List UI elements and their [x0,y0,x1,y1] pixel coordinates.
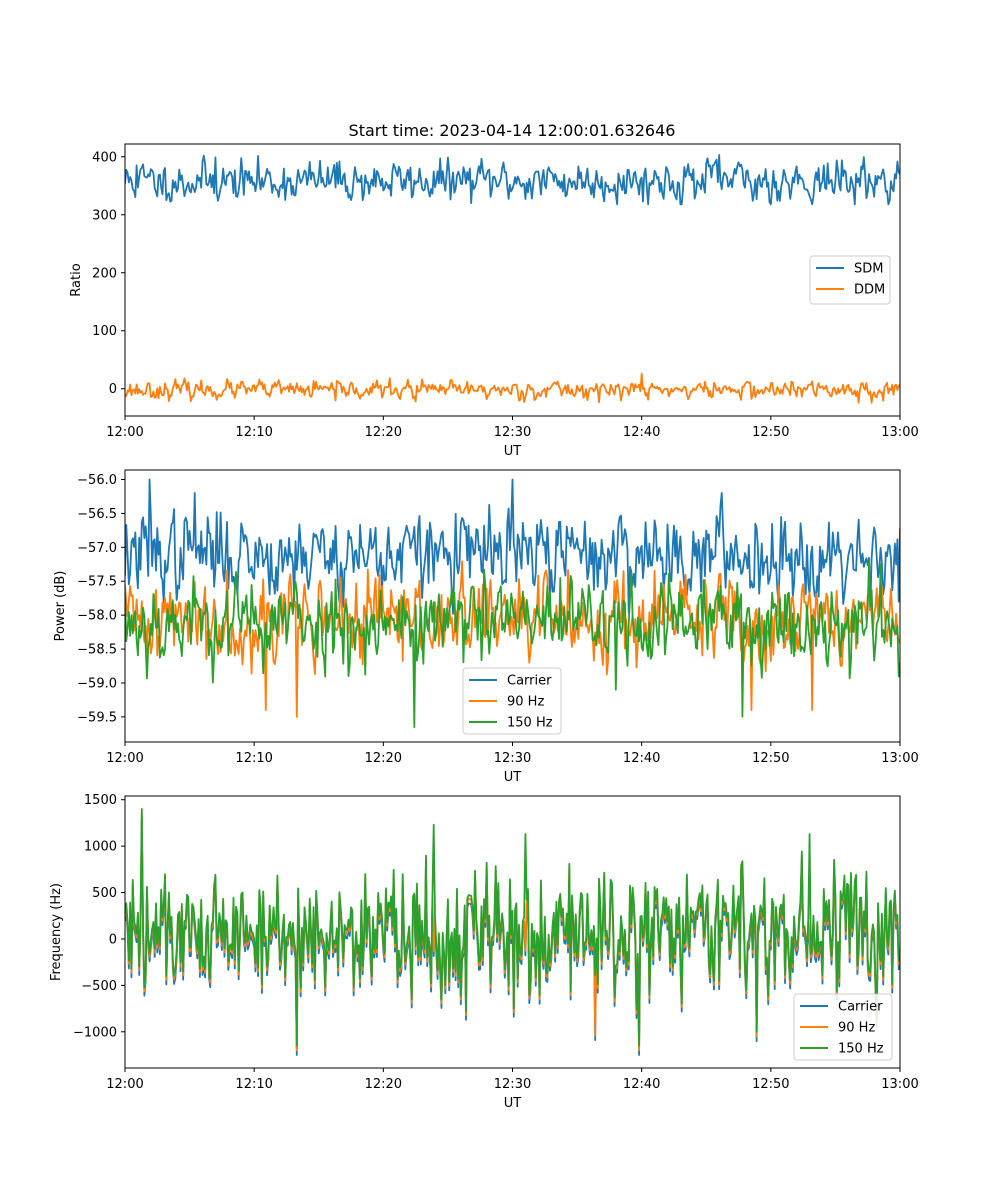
y-tick-label: 200 [92,266,117,281]
legend-entry: 90 Hz [507,695,544,710]
x-tick-label: 12:20 [365,425,402,440]
y-tick-label: −58.5 [77,643,117,658]
x-tick-label: 13:00 [881,425,918,440]
y-tick-label: −57.5 [77,575,117,590]
x-tick-label: 12:20 [365,751,402,766]
legend: Carrier 90 Hz 150 Hz [793,993,893,1061]
x-axis-label: UT [504,1096,522,1111]
legend-entry: Carrier [507,674,552,689]
x-tick-label: 13:00 [881,1077,918,1092]
y-tick-label: 0 [109,932,117,947]
series-line-sdm [125,154,900,206]
legend: Carrier 90 Hz 150 Hz [462,667,562,735]
y-axis-label: Frequency (Hz) [49,883,64,981]
y-axis-label: Ratio [69,263,84,296]
x-tick-label: 12:10 [235,1077,272,1092]
chart-panels: 12:00 12:10 12:20 12:30 12:40 12:50 13:00 0 100 2… [49,143,919,1111]
y-tick-label: 0 [109,382,117,397]
legend-entry: 90 Hz [838,1021,875,1036]
y-tick-label: −500 [81,979,117,994]
legend-box [462,667,562,735]
x-tick-label: 13:00 [881,751,918,766]
x-tick-label: 12:40 [623,1077,660,1092]
y-tick-label: −57.0 [77,541,117,556]
y-tick-label: 1500 [84,793,117,808]
series-line-ddm [125,372,900,404]
x-tick-label: 12:00 [106,425,143,440]
x-tick-label: 12:10 [235,425,272,440]
y-tick-label: 100 [92,324,117,339]
y-tick-label: 400 [92,150,117,165]
legend-entry: DDM [854,283,885,298]
series-line-carrier [125,478,900,615]
x-tick-label: 12:40 [623,751,660,766]
x-tick-label: 12:00 [106,751,143,766]
x-tick-label: 12:50 [752,751,789,766]
chart-title: Start time: 2023-04-14 12:00:01.632646 [349,121,676,140]
y-tick-label: 300 [92,208,117,223]
panel-1: 12:00 12:10 12:20 12:30 12:40 12:50 13:00 0 100 2… [69,143,919,459]
x-tick-label: 12:30 [494,751,531,766]
legend-entry: 150 Hz [838,1042,884,1057]
y-tick-label: −58.0 [77,609,117,624]
y-tick-label: −56.0 [77,473,117,488]
legend-entry: 150 Hz [507,716,553,731]
series-line-90-hz [125,560,900,718]
legend-entry: SDM [854,262,883,277]
y-tick-label: 500 [92,886,117,901]
x-tick-label: 12:20 [365,1077,402,1092]
x-tick-label: 12:30 [494,1077,531,1092]
y-tick-label: 1000 [84,840,117,855]
legend-entry: Carrier [838,1000,883,1015]
x-tick-label: 12:50 [752,425,789,440]
x-tick-label: 12:00 [106,1077,143,1092]
x-tick-label: 12:30 [494,425,531,440]
panel-3: 12:00 12:10 12:20 12:30 12:40 12:50 13:00 −1000… [49,793,919,1111]
y-tick-label: −1000 [73,1025,117,1040]
y-tick-label: −59.0 [77,676,117,691]
series-line-150-hz [125,808,900,1047]
x-tick-label: 12:10 [235,751,272,766]
x-axis-label: UT [504,770,522,785]
panel-2: 12:00 12:10 12:20 12:30 12:40 12:50 13:00 −56.0… [53,469,919,785]
legend: SDM DDM [809,255,891,305]
legend-box [793,993,893,1061]
x-tick-label: 12:40 [623,425,660,440]
y-axis-label: Power (dB) [53,571,68,642]
x-tick-label: 12:50 [752,1077,789,1092]
y-tick-label: −56.5 [77,507,117,522]
y-tick-label: −59.5 [77,710,117,725]
x-axis-label: UT [504,444,522,459]
series-line-150-hz [125,559,900,728]
